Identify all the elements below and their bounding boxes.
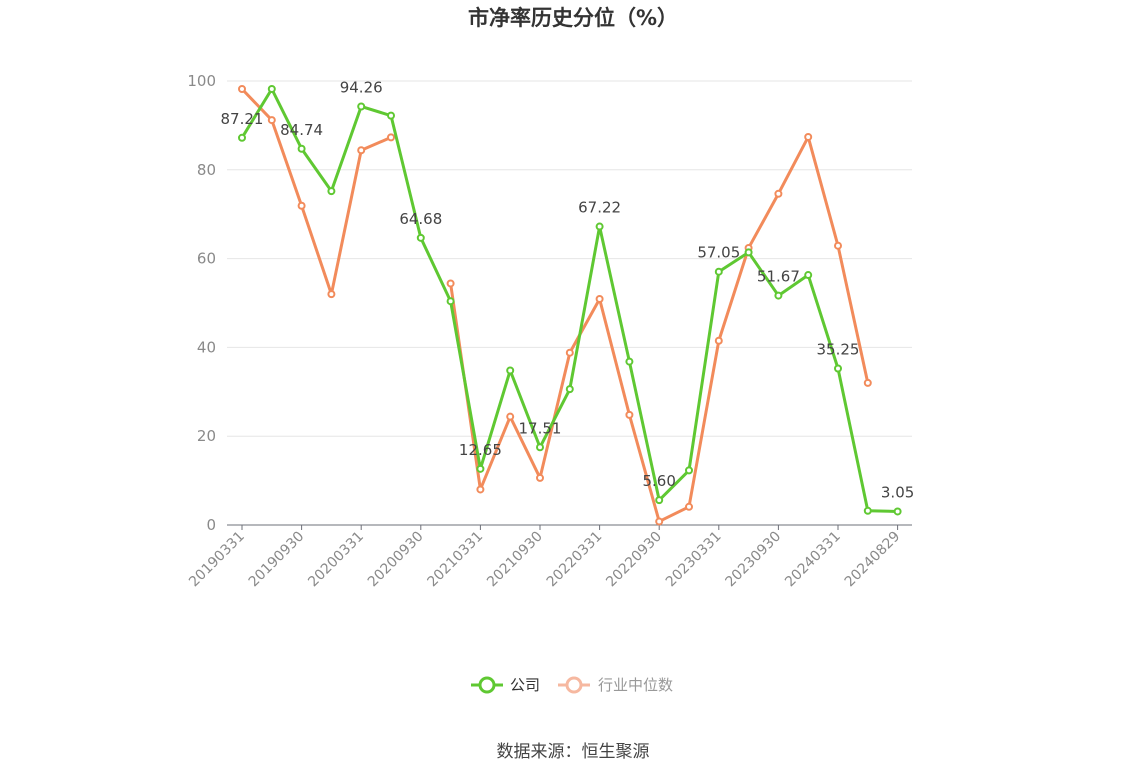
data-point-industry[interactable] [565, 348, 574, 357]
data-point-industry[interactable] [267, 116, 276, 125]
data-label: 94.26 [340, 78, 383, 96]
x-tick-label: 20240331 [782, 529, 844, 591]
data-point-industry[interactable] [506, 412, 515, 421]
data-point-company[interactable] [476, 464, 485, 473]
data-source: 数据来源：恒生聚源 [497, 742, 650, 762]
data-point-industry[interactable] [536, 473, 544, 482]
data-point-company[interactable] [774, 291, 783, 300]
legend-item-company[interactable]: 公司 [471, 676, 540, 694]
data-point-company[interactable] [685, 466, 693, 475]
data-label: 35.25 [817, 340, 860, 358]
x-tick-label: 20230331 [663, 529, 725, 591]
data-label: 84.74 [280, 121, 323, 139]
data-point-industry[interactable] [327, 290, 336, 299]
data-point-company[interactable] [655, 496, 664, 505]
legend-label-industry: 行业中位数 [598, 676, 673, 694]
y-tick-label: 80 [197, 161, 216, 179]
data-point-industry[interactable] [297, 201, 306, 210]
data-labels: 87.21 84.74 94.26 64.68 12.65 17.51 67.22 5.60 5… [221, 78, 915, 501]
x-tick-label: 20210331 [425, 529, 487, 591]
data-point-industry[interactable] [476, 485, 485, 494]
data-label: 51.67 [757, 268, 800, 286]
data-point-company[interactable] [238, 133, 246, 142]
data-point-company[interactable] [893, 507, 902, 516]
data-point-company[interactable] [536, 443, 544, 452]
y-tick-label: 100 [187, 72, 216, 90]
data-point-company[interactable] [446, 297, 455, 306]
data-label: 12.65 [459, 441, 502, 459]
series-layer [238, 84, 902, 526]
y-axis: 0 20 40 60 80 100 [187, 72, 216, 534]
data-point-company[interactable] [565, 385, 574, 394]
data-point-company[interactable] [714, 267, 723, 276]
data-point-company[interactable] [387, 111, 395, 120]
data-label: 87.21 [221, 110, 264, 128]
x-tick-label: 20190331 [186, 529, 248, 591]
x-tick-label: 20190930 [246, 529, 308, 591]
legend[interactable]: 公司 行业中位数 [471, 676, 673, 694]
data-point-industry[interactable] [238, 84, 246, 93]
data-label: 67.22 [578, 199, 621, 217]
data-point-industry[interactable] [774, 189, 783, 198]
data-point-industry[interactable] [685, 502, 693, 511]
data-label: 17.51 [519, 419, 562, 437]
y-tick-label: 60 [197, 250, 216, 268]
data-point-company[interactable] [506, 366, 515, 375]
data-point-company[interactable] [416, 233, 425, 242]
data-point-company[interactable] [625, 357, 634, 366]
x-axis: 2019033120190930202003312020093020210331… [186, 524, 912, 591]
chart-title: 市净率历史分位（%） [468, 6, 678, 30]
data-label: 64.68 [399, 210, 442, 228]
x-tick-label: 20200930 [365, 529, 427, 591]
x-tick-label: 20230930 [723, 529, 785, 591]
series-line-industry [449, 135, 870, 523]
data-label: 5.60 [642, 472, 675, 490]
data-point-company[interactable] [327, 187, 336, 196]
data-point-industry[interactable] [863, 378, 872, 387]
data-point-company[interactable] [595, 222, 604, 231]
x-tick-label: 20240829 [842, 529, 904, 591]
y-tick-label: 40 [197, 338, 216, 356]
data-point-industry[interactable] [655, 517, 664, 526]
data-point-company[interactable] [863, 506, 872, 515]
grid [227, 80, 912, 437]
data-point-industry[interactable] [595, 295, 604, 304]
data-point-industry[interactable] [357, 146, 366, 155]
y-tick-label: 0 [206, 516, 216, 534]
data-point-industry[interactable] [834, 241, 842, 250]
data-point-company[interactable] [357, 102, 366, 111]
data-label: 3.05 [881, 483, 914, 501]
data-point-industry[interactable] [446, 279, 455, 288]
x-tick-label: 20220331 [544, 529, 606, 591]
x-tick-label: 20210930 [484, 529, 546, 591]
data-point-industry[interactable] [387, 133, 395, 142]
data-point-industry[interactable] [714, 336, 723, 345]
legend-item-industry[interactable]: 行业中位数 [558, 676, 673, 694]
x-tick-label: 20200331 [305, 529, 367, 591]
data-point-industry[interactable] [804, 132, 813, 141]
data-point-company[interactable] [804, 271, 813, 280]
data-point-company[interactable] [297, 144, 306, 153]
data-point-industry[interactable] [625, 410, 634, 419]
legend-label-company: 公司 [510, 676, 540, 694]
x-tick-label: 20220930 [603, 529, 665, 591]
data-point-company[interactable] [267, 84, 276, 93]
series-line-industry [240, 87, 392, 296]
data-point-company[interactable] [744, 248, 753, 257]
data-point-company[interactable] [834, 364, 842, 373]
y-tick-label: 20 [197, 427, 216, 445]
data-label: 57.05 [697, 244, 740, 262]
